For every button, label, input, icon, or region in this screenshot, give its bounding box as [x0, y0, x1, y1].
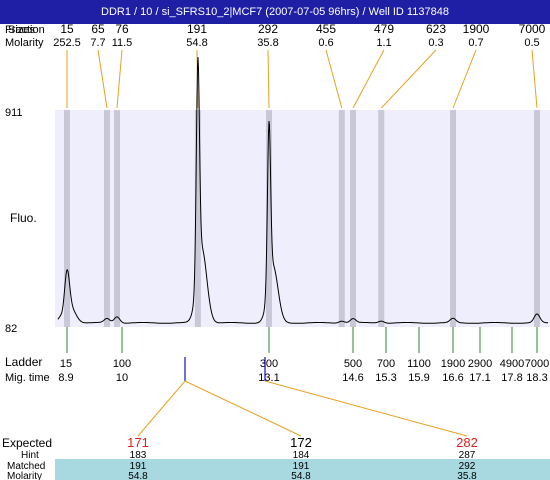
mig-time-label: Mig. time	[5, 372, 50, 384]
peak-leader-lines	[66, 49, 538, 109]
peak-leader-479	[352, 49, 385, 109]
expected-label: Expected	[2, 436, 52, 450]
ladder-time-4900: 17.8	[501, 372, 522, 384]
peak-band-191	[194, 110, 201, 327]
y-axis-min: 82	[5, 323, 17, 335]
expected-leader-282	[264, 380, 468, 437]
fluorescence-trace	[57, 57, 549, 324]
matched-1: 191	[293, 461, 310, 472]
ladder-time-700: 15.3	[375, 372, 396, 384]
peak-bands	[64, 110, 540, 327]
y-axis-max: 911	[5, 107, 23, 119]
ladder-size-1100: 1100	[407, 358, 431, 370]
peak-size-15: 15	[60, 22, 74, 36]
hint-287: 287	[459, 450, 476, 461]
ladder-size-300: 300	[260, 358, 278, 370]
ladder-size-500: 500	[344, 358, 362, 370]
matched-0: 191	[130, 461, 147, 472]
hint-184: 184	[293, 450, 310, 461]
molarity-label: Molarity	[5, 37, 44, 49]
ladder-time-300: 13.1	[258, 372, 279, 384]
ladder-label: Ladder	[5, 355, 42, 369]
peak-size-455: 455	[316, 22, 336, 36]
plot-area	[55, 110, 550, 327]
peak-leader-7000	[531, 49, 538, 109]
peak-size-7000: 7000	[519, 22, 546, 36]
peak-leader-1900	[452, 49, 477, 109]
peak-size-1900: 1900	[463, 22, 490, 36]
peak-leader-455	[325, 49, 343, 109]
hint-label: Hint	[21, 450, 39, 461]
expected-leader-lines	[137, 380, 468, 437]
peak-molarity-7000: 0.5	[524, 37, 539, 49]
peak-molarity-65: 7.7	[90, 37, 105, 49]
peak-band-76	[114, 110, 120, 327]
peak-size-76: 76	[115, 22, 129, 36]
peak-band-7000	[534, 110, 540, 327]
peak-leader-292	[267, 49, 270, 109]
matched-2: 292	[459, 461, 476, 472]
ladder-time-500: 14.6	[342, 372, 363, 384]
ladder-ticks	[66, 327, 538, 353]
molarity-2: 35.8	[457, 471, 477, 480]
peak-band-623	[378, 110, 385, 327]
hint-183: 183	[130, 450, 147, 461]
ladder-time-1900: 16.6	[442, 372, 463, 384]
expected-171: 171	[127, 435, 149, 450]
peak-size-191: 191	[187, 22, 207, 36]
ladder-time-15: 8.9	[58, 372, 73, 384]
ladder-size-1900: 1900	[441, 358, 465, 370]
molarity-0: 54.8	[128, 471, 148, 480]
molarity-bottom-label: Molarity	[7, 471, 42, 480]
peak-band-479	[350, 110, 356, 327]
peak-leader-65	[97, 49, 108, 109]
fluo-axis-label: Fluo.	[10, 211, 37, 225]
expected-leader-172	[184, 380, 302, 437]
peak-molarity-455: 0.6	[318, 37, 333, 49]
peak-band-15	[64, 110, 70, 327]
peak-molarity-623: 0.3	[428, 37, 443, 49]
ladder-size-700: 700	[377, 358, 395, 370]
ladder-time-2900: 17.1	[469, 372, 490, 384]
ladder-time-100: 10	[116, 372, 128, 384]
peak-size-479: 479	[374, 22, 394, 36]
expected-172: 172	[290, 435, 312, 450]
ladder-time-1100: 15.9	[408, 372, 429, 384]
molarity-1: 54.8	[291, 471, 311, 480]
ladder-size-100: 100	[113, 358, 131, 370]
peak-leader-623	[380, 49, 437, 109]
peak-molarity-292: 35.8	[257, 37, 278, 49]
peak-molarity-479: 1.1	[376, 37, 391, 49]
peak-molarity-191: 54.8	[186, 37, 207, 49]
peak-leader-76	[116, 49, 123, 109]
peak-band-65	[104, 110, 110, 327]
peak-molarity-1900: 0.7	[468, 37, 483, 49]
peak-band-1900	[450, 110, 456, 327]
ladder-time-7000: 18.3	[526, 372, 547, 384]
matched-label: Matched	[7, 461, 45, 472]
peak-molarity-76: 11.5	[112, 37, 133, 49]
fraction-label: Fraction	[5, 24, 45, 36]
expected-leader-171	[137, 380, 186, 437]
sizes-label: Sizes	[8, 24, 35, 36]
peak-band-455	[338, 110, 345, 327]
ladder-size-2900: 2900	[468, 358, 492, 370]
peak-size-623: 623	[426, 22, 446, 36]
window-title: DDR1 / 10 / si_SFRS10_2|MCF7 (2007-07-05…	[0, 0, 550, 24]
ladder-size-4900: 4900	[500, 358, 524, 370]
matched-table-bg	[55, 459, 550, 480]
ladder-size-15: 15	[60, 358, 72, 370]
peak-band-292	[266, 110, 272, 327]
peak-size-65: 65	[91, 22, 105, 36]
ladder-size-7000: 7000	[525, 358, 549, 370]
ladder-labels: 15 8.9 100 10 300 13.1 500 14.6 700 15.3 1100 15.9 1…	[58, 358, 549, 384]
peak-molarity-15: 252.5	[53, 37, 81, 49]
peak-size-292: 292	[258, 22, 278, 36]
expected-282: 282	[456, 435, 478, 450]
